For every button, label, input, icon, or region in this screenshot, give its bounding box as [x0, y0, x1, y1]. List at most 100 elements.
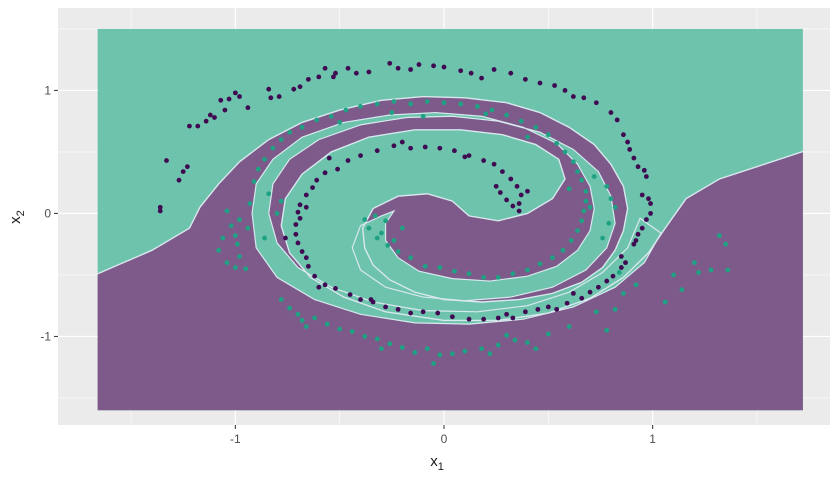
data-point: [570, 94, 576, 99]
data-point: [305, 76, 311, 82]
data-point: [295, 311, 301, 317]
data-point: [237, 94, 242, 99]
data-point: [303, 255, 309, 261]
data-point: [207, 112, 213, 118]
data-point: [579, 295, 585, 301]
data-point: [262, 156, 267, 162]
data-point: [220, 235, 226, 241]
data-point: [696, 270, 701, 275]
data-point: [385, 243, 391, 248]
data-point: [508, 176, 514, 182]
data-point: [489, 107, 495, 113]
data-point: [353, 70, 359, 76]
data-point: [266, 86, 272, 92]
data-point: [391, 99, 397, 104]
data-point: [510, 271, 516, 277]
data-point: [604, 327, 610, 333]
data-point: [452, 268, 457, 274]
data-point: [648, 201, 653, 206]
data-point: [725, 267, 731, 273]
data-point: [625, 139, 631, 145]
data-point: [487, 351, 493, 357]
data-point: [383, 218, 388, 224]
data-point: [374, 336, 380, 342]
data-point: [314, 117, 320, 123]
decision-boundary: [97, 95, 803, 322]
data-point: [420, 309, 426, 315]
data-point: [358, 297, 363, 302]
data-point: [295, 240, 301, 246]
data-point: [180, 169, 186, 175]
data-point: [399, 225, 405, 231]
data-point: [408, 67, 414, 72]
data-point: [623, 260, 628, 266]
y-axis: -1 0 1: [40, 83, 58, 343]
data-point: [612, 306, 618, 312]
data-point: [312, 273, 318, 279]
data-point: [358, 104, 363, 109]
data-point: [349, 329, 355, 334]
data-point: [293, 231, 299, 237]
data-point: [671, 272, 676, 278]
data-point: [374, 101, 380, 107]
series-spiral-b: [216, 99, 731, 366]
data-point: [510, 315, 516, 321]
data-point: [293, 222, 299, 227]
data-point: [646, 196, 651, 202]
data-point: [518, 118, 524, 124]
x-tick-label: 0: [441, 432, 448, 446]
data-point: [587, 204, 593, 210]
data-point: [322, 65, 328, 71]
data-point: [545, 304, 551, 310]
data-point: [235, 241, 240, 247]
data-point: [245, 225, 251, 231]
data-point: [437, 145, 443, 151]
data-point: [345, 65, 351, 71]
data-point: [458, 101, 464, 107]
data-point: [224, 208, 230, 214]
data-point: [303, 324, 309, 329]
data-point: [562, 149, 568, 155]
series-spiral-a: [157, 60, 653, 322]
data-point: [333, 70, 338, 76]
data-point: [616, 270, 622, 275]
surface-spiral-band: [252, 112, 661, 325]
data-point: [575, 228, 580, 234]
data-point: [633, 238, 639, 243]
data-point: [316, 284, 322, 290]
data-point: [299, 124, 305, 130]
data-point: [518, 192, 524, 198]
data-point: [203, 118, 209, 124]
data-point: [435, 310, 441, 316]
data-point: [266, 191, 272, 197]
data-point: [420, 113, 426, 119]
data-point: [604, 278, 610, 284]
data-point: [270, 145, 276, 151]
data-point: [500, 169, 505, 175]
data-point: [449, 351, 455, 357]
data-point: [387, 60, 393, 66]
data-point: [431, 361, 436, 366]
data-point: [305, 263, 311, 269]
data-point: [358, 153, 363, 159]
data-point: [322, 170, 328, 176]
data-point: [255, 166, 261, 172]
data-point: [232, 265, 238, 270]
data-point: [514, 183, 520, 189]
data-point: [299, 318, 305, 323]
data-point: [497, 190, 503, 195]
data-point: [331, 74, 336, 80]
data-point: [324, 321, 330, 327]
data-point: [287, 129, 292, 135]
data-point: [157, 208, 163, 214]
data-point: [303, 192, 309, 198]
data-point: [424, 99, 430, 104]
x-axis-title: x1: [430, 453, 444, 473]
data-point: [516, 208, 522, 214]
data-point: [648, 211, 653, 216]
decision-boundary: [251, 111, 662, 325]
data-point: [479, 346, 484, 352]
data-point: [268, 95, 274, 101]
data-point: [345, 158, 351, 163]
